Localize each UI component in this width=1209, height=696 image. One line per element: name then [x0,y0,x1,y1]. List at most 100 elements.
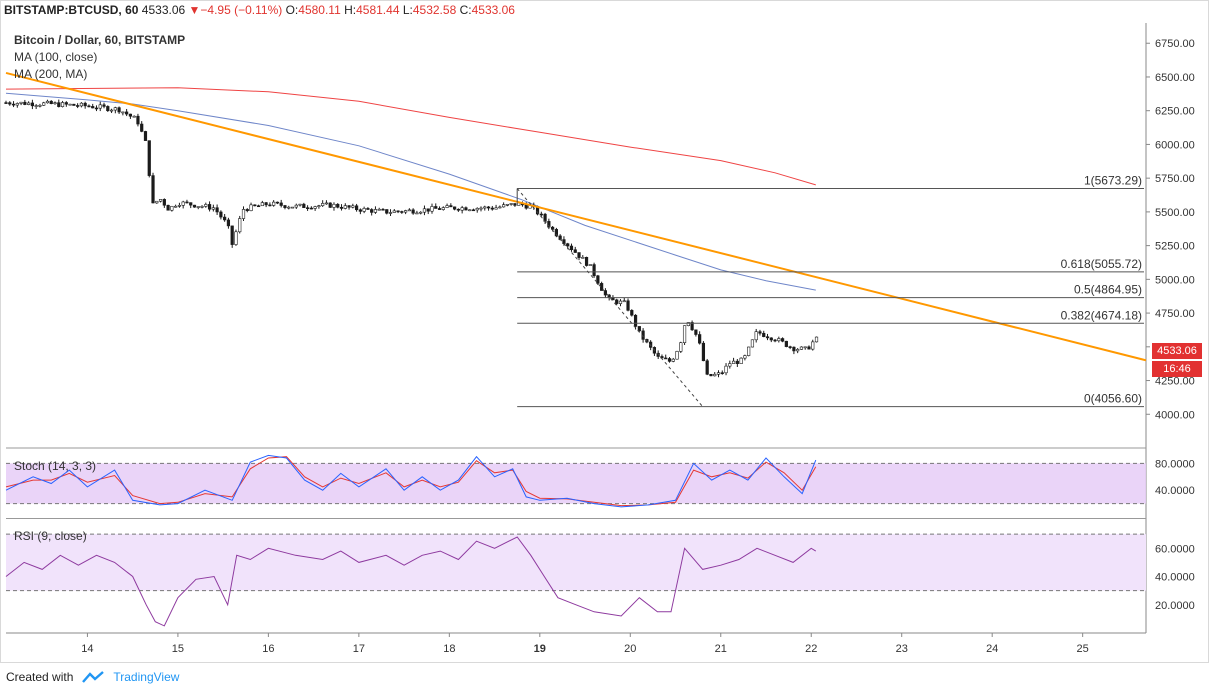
candle-body [109,109,114,112]
candle-body [215,207,219,213]
candle-body [76,105,80,107]
fib-level-label: 1(5673.29) [1084,174,1142,188]
stoch-axis-label: 40.0000 [1155,485,1195,497]
fib-level-label: 0.618(5055.72) [1061,257,1142,271]
created-with-label: Created with [6,670,74,684]
candle-body [283,205,287,208]
candle-body [603,290,608,296]
candle-body [392,210,396,213]
time-axis-label: 19 [534,643,546,655]
candle-body [486,206,491,209]
candle-body [332,203,336,208]
candle-body [799,346,804,350]
time-axis-label: 15 [172,643,184,655]
candle-body [765,336,770,339]
rsi-legend[interactable]: RSI (9, close) [14,529,87,543]
candle-body [121,111,125,114]
candle-body [437,208,442,210]
footer: Created with TradingView [6,670,179,684]
candle-body [415,212,419,215]
candle-body [743,355,747,359]
stoch-d-line [5,456,817,507]
candle-body [253,204,257,207]
candle-body [211,207,215,210]
candle-body [705,360,709,375]
candle-body [400,211,404,213]
candle-body [577,252,581,258]
candle-body [566,243,570,247]
symbol-header: BITSTAMP:BTCUSD, 60 4533.06 ▼−4.95 (−0.1… [4,3,515,17]
candle-body [543,213,547,222]
candle-body [679,342,683,352]
price-axis-label: 6000.00 [1155,139,1195,151]
candle-body [814,336,819,343]
candle-body [238,218,242,233]
candle-body [305,207,310,209]
candle-body [769,337,773,341]
fib-level-label: 0(4056.60) [1084,392,1142,406]
candle-body [117,107,121,113]
candle-body [27,102,31,105]
candle-body [724,365,728,374]
candle-body [667,358,672,362]
price-axis-label: 6750.00 [1155,38,1195,50]
candle-body [471,209,476,212]
candle-body [731,360,736,364]
candle-body [777,338,781,342]
candle-body [249,204,253,212]
candle-body [49,100,53,104]
tradingview-logo-icon [82,671,105,683]
candle-body [615,299,619,304]
tradingview-brand[interactable]: TradingView [113,670,180,684]
time-axis-label: 17 [353,643,365,655]
candle-body [91,106,95,109]
candle-body [618,300,623,304]
candle-body [479,207,483,210]
candle-body [170,205,174,211]
candle-body [102,104,106,107]
candle-body [682,325,687,343]
candle-body [803,346,807,349]
candle-body [313,206,317,209]
candle-body [498,206,502,209]
candle-body [174,205,178,208]
candle-body [758,331,762,334]
ma100-legend[interactable]: MA (100, close) [14,50,98,64]
candle-body [53,102,57,104]
candles [4,99,819,378]
candle-body [11,103,16,106]
candle-body [98,104,102,109]
candle-body [83,102,87,107]
candle-body [675,351,679,360]
time-axis-label: 22 [805,643,817,655]
candle-body [234,231,238,245]
symbol-label: BITSTAMP:BTCUSD, 60 [4,3,139,17]
close-label: C: [459,3,472,17]
candle-body [596,275,600,284]
candle-body [490,207,494,210]
candle-body [185,201,189,204]
candle-body [720,372,724,374]
candle-body [136,115,140,125]
candle-body [106,106,110,112]
candle-body [694,329,698,335]
candle-body [204,204,208,207]
candle-body [554,229,558,237]
candle-body [509,203,513,205]
candle-body [290,206,295,209]
candle-body [343,205,347,209]
rsi-axis-label: 40.0000 [1155,572,1195,584]
price-axis-label: 5000.00 [1155,274,1195,286]
high-value: 4581.44 [356,3,400,17]
candle-body [505,204,509,206]
candle-body [430,206,434,212]
candle-body [336,203,340,208]
candle-body [45,100,50,104]
stoch-legend[interactable]: Stoch (14, 3, 3) [14,459,97,473]
rsi-line [5,536,817,627]
ma200-legend[interactable]: MA (200, MA) [14,67,88,81]
candle-body [298,203,302,206]
candle-body [72,103,76,106]
candle-body [125,111,129,115]
